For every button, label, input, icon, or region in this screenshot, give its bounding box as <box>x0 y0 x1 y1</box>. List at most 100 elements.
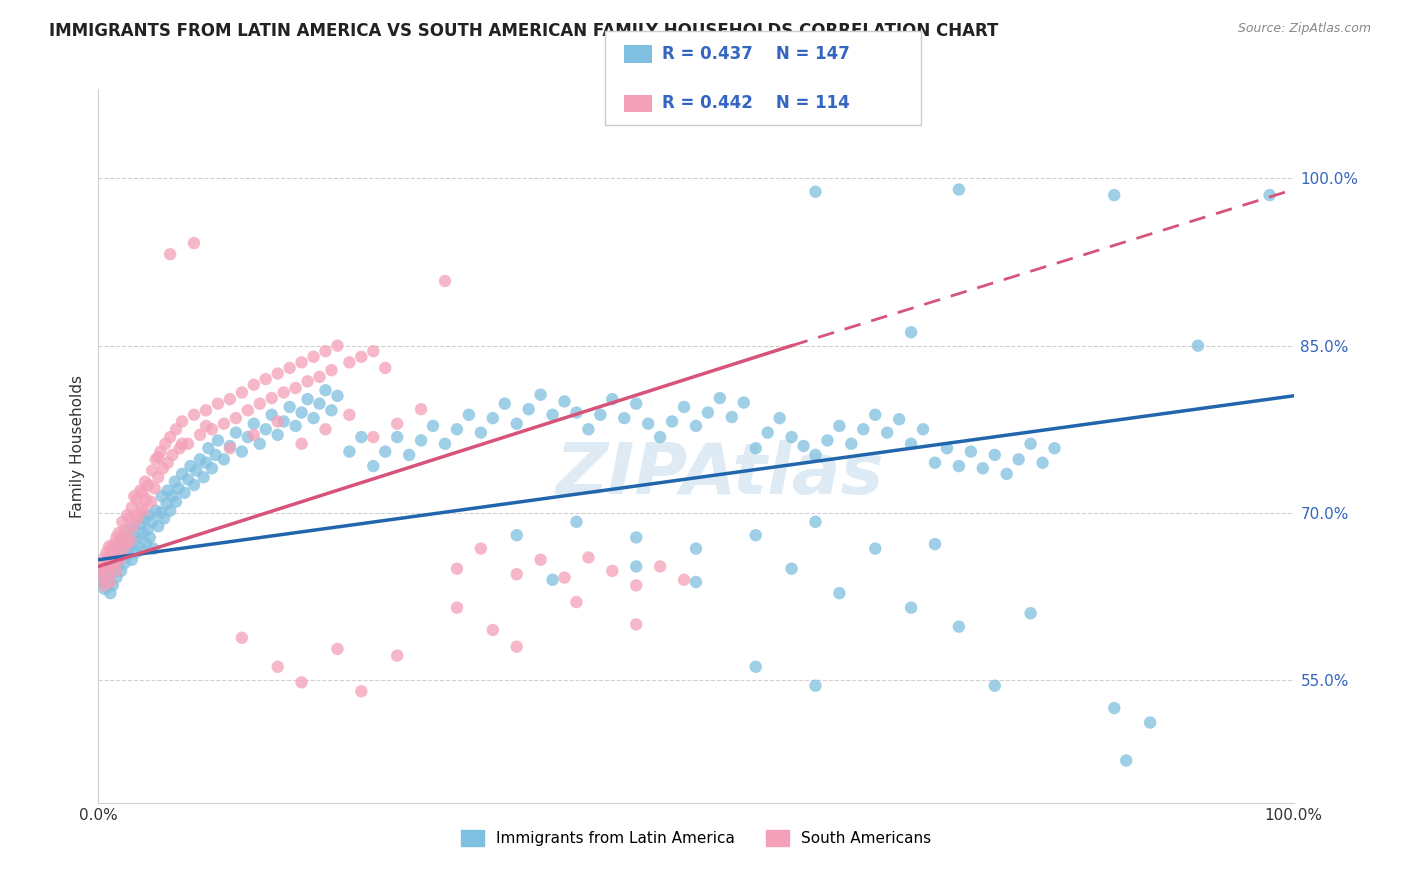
Point <box>578 422 600 436</box>
Point <box>122 519 145 533</box>
Point <box>291 355 314 369</box>
Point <box>108 552 131 567</box>
Point <box>105 571 128 585</box>
Point <box>517 402 540 417</box>
Point <box>172 414 194 428</box>
Point <box>152 461 174 475</box>
Point <box>207 434 229 448</box>
Point <box>225 411 247 425</box>
Point <box>541 573 564 587</box>
Point <box>889 412 911 426</box>
Point <box>125 492 148 507</box>
Point <box>162 489 184 503</box>
Point <box>374 361 396 376</box>
Point <box>984 679 1007 693</box>
Point <box>411 434 433 448</box>
Point <box>284 381 307 395</box>
Point <box>321 403 343 417</box>
Point <box>98 586 122 600</box>
Point <box>434 274 457 288</box>
Point <box>278 400 301 414</box>
Point <box>626 559 648 574</box>
Point <box>1019 607 1042 621</box>
Point <box>97 552 120 567</box>
Point <box>124 508 146 523</box>
Point <box>804 515 827 529</box>
Point <box>110 533 132 548</box>
Point <box>1104 701 1126 715</box>
Point <box>177 473 200 487</box>
Point <box>828 419 851 434</box>
Point <box>589 408 612 422</box>
Point <box>297 375 319 389</box>
Point <box>626 578 648 592</box>
Point <box>114 528 136 542</box>
Point <box>132 504 155 518</box>
Point <box>273 385 295 400</box>
Point <box>273 414 295 428</box>
Point <box>115 537 138 551</box>
Point <box>613 411 636 425</box>
Point <box>207 396 229 410</box>
Point <box>212 452 235 467</box>
Point <box>1032 456 1054 470</box>
Point <box>446 422 468 436</box>
Point <box>481 623 505 637</box>
Point <box>446 562 468 576</box>
Point <box>93 578 115 592</box>
Point <box>162 448 184 462</box>
Point <box>127 511 149 525</box>
Point <box>124 519 146 533</box>
Point <box>236 430 259 444</box>
Point <box>249 396 271 410</box>
Point <box>626 396 648 410</box>
Point <box>1139 715 1161 730</box>
Point <box>131 500 153 515</box>
Point <box>117 528 139 542</box>
Point <box>995 467 1018 481</box>
Point <box>148 450 170 465</box>
Point <box>506 640 529 654</box>
Point <box>131 486 153 500</box>
Point <box>363 344 385 359</box>
Point <box>107 545 129 559</box>
Point <box>815 434 838 448</box>
Point <box>446 600 468 615</box>
Point <box>94 562 117 576</box>
Text: R = 0.437    N = 147: R = 0.437 N = 147 <box>662 45 851 63</box>
Point <box>107 525 129 540</box>
Point <box>565 405 588 420</box>
Point <box>554 571 576 585</box>
Point <box>1258 188 1281 202</box>
Point <box>339 408 361 422</box>
Point <box>135 492 157 507</box>
Point <box>291 675 314 690</box>
Point <box>1043 442 1066 456</box>
Point <box>267 414 290 428</box>
Point <box>120 539 142 553</box>
Point <box>112 537 135 551</box>
Point <box>793 439 815 453</box>
Point <box>132 511 155 525</box>
Point <box>98 567 122 582</box>
Point <box>260 391 283 405</box>
Point <box>315 384 337 398</box>
Point <box>1104 188 1126 202</box>
Point <box>267 659 290 674</box>
Point <box>172 467 194 481</box>
Point <box>780 562 803 576</box>
Point <box>350 430 373 444</box>
Point <box>626 617 648 632</box>
Point <box>159 504 181 518</box>
Point <box>350 350 373 364</box>
Point <box>554 394 576 409</box>
Point <box>852 422 875 436</box>
Point <box>948 620 970 634</box>
Point <box>648 430 672 444</box>
Point <box>121 500 143 515</box>
Point <box>565 515 588 529</box>
Point <box>697 405 720 420</box>
Point <box>148 519 170 533</box>
Text: R = 0.442    N = 114: R = 0.442 N = 114 <box>662 95 851 112</box>
Point <box>363 430 385 444</box>
